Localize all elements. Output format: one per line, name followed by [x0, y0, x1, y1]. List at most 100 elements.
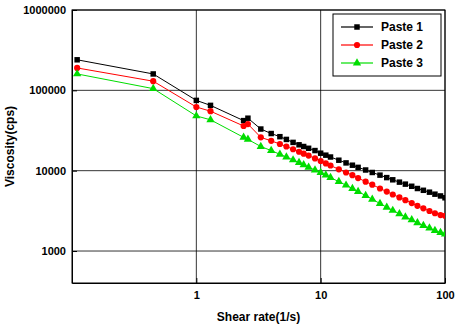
series-line — [77, 60, 445, 198]
data-point — [414, 203, 420, 209]
data-point — [289, 155, 297, 162]
data-point — [354, 187, 362, 194]
x-axis-tick-mark — [196, 278, 197, 283]
data-point — [342, 180, 350, 187]
grid-line-y — [72, 170, 445, 171]
data-point — [377, 185, 383, 191]
data-point — [409, 200, 415, 206]
data-point — [425, 223, 433, 230]
legend-label: Paste 3 — [381, 56, 423, 70]
data-point — [306, 153, 312, 159]
data-point — [304, 163, 312, 170]
legend-entry: Paste 3 — [341, 56, 423, 70]
data-point — [442, 195, 445, 200]
series-line — [77, 68, 445, 216]
data-point — [193, 104, 199, 110]
legend-entry: Paste 1 — [341, 20, 423, 34]
grid-line-y — [72, 251, 445, 252]
data-point — [441, 229, 445, 236]
x-axis: 1 10 100 — [73, 278, 455, 301]
data-point — [318, 150, 323, 155]
data-point — [355, 165, 360, 170]
legend-marker — [353, 58, 361, 65]
plot: 1101001000100001000001000000Paste 1Paste… — [23, 4, 455, 301]
x-axis-tick: 100 — [436, 278, 454, 301]
y-axis-tick: 1000 — [42, 245, 77, 257]
data-point — [327, 162, 333, 168]
data-point — [415, 186, 420, 191]
data-point — [283, 143, 289, 149]
data-point — [336, 166, 342, 172]
data-point — [390, 177, 395, 182]
data-point — [403, 181, 408, 186]
data-point — [384, 188, 390, 194]
data-point — [267, 146, 275, 153]
data-point — [426, 208, 432, 214]
data-point — [328, 154, 333, 159]
grid-line-y — [72, 90, 445, 91]
data-point — [363, 179, 369, 185]
x-axis-tick-label: 100 — [436, 289, 454, 301]
legend-label: Paste 1 — [381, 20, 423, 34]
data-point — [361, 191, 369, 198]
data-point — [419, 221, 427, 228]
data-point — [420, 205, 426, 211]
data-point — [194, 98, 199, 103]
legend-label: Paste 2 — [381, 38, 423, 52]
y-axis-tick-mark — [72, 10, 77, 11]
data-point — [312, 155, 318, 161]
data-point — [368, 195, 376, 202]
data-point — [268, 131, 273, 136]
series — [74, 57, 445, 200]
y-axis-tick-label: 10000 — [35, 165, 66, 177]
y-axis-title: Viscosity(cps) — [3, 106, 17, 187]
data-point — [244, 135, 252, 142]
data-point — [421, 188, 426, 193]
grid-line-x — [320, 10, 321, 283]
y-axis-tick-mark — [72, 251, 77, 252]
data-point — [409, 184, 414, 189]
data-point — [363, 167, 368, 172]
x-axis-tick-label: 1 — [194, 289, 200, 301]
data-point — [282, 152, 290, 159]
data-point — [427, 189, 432, 194]
data-point — [317, 168, 325, 175]
x-axis-tick-mark — [445, 278, 446, 283]
legend-entry: Paste 2 — [341, 38, 423, 52]
x-axis-tick-label: 10 — [315, 289, 327, 301]
chart: 1101001000100001000001000000Paste 1Paste… — [0, 0, 455, 333]
data-point — [312, 148, 317, 153]
data-point — [377, 172, 382, 177]
data-point — [290, 140, 295, 145]
data-point — [306, 146, 311, 151]
legend-marker — [354, 24, 359, 29]
data-point — [432, 191, 437, 196]
data-point — [150, 71, 155, 76]
series — [73, 69, 445, 236]
y-axis-tick-label: 100000 — [29, 84, 66, 96]
data-point — [348, 184, 356, 191]
legend-box — [333, 14, 441, 76]
data-point — [350, 162, 355, 167]
data-point — [257, 142, 265, 149]
data-point — [326, 173, 334, 180]
data-point — [355, 175, 361, 181]
data-point — [442, 213, 445, 219]
data-point — [301, 144, 306, 149]
data-point — [245, 115, 250, 120]
y-axis-tick-label: 1000 — [42, 245, 66, 257]
x-axis-tick: 10 — [315, 278, 327, 301]
data-point — [208, 103, 213, 108]
series — [74, 65, 445, 219]
data-point — [336, 157, 341, 162]
data-point — [192, 111, 200, 118]
y-axis-tick: 100000 — [29, 84, 77, 96]
data-point — [376, 199, 384, 206]
legend: Paste 1 Paste 2 Paste 3 — [333, 14, 441, 76]
data-point — [390, 191, 396, 197]
data-point — [370, 170, 375, 175]
data-point — [384, 175, 389, 180]
data-point — [74, 57, 79, 62]
data-point — [389, 206, 397, 213]
x-axis-title: Shear rate(1/s) — [217, 310, 300, 324]
